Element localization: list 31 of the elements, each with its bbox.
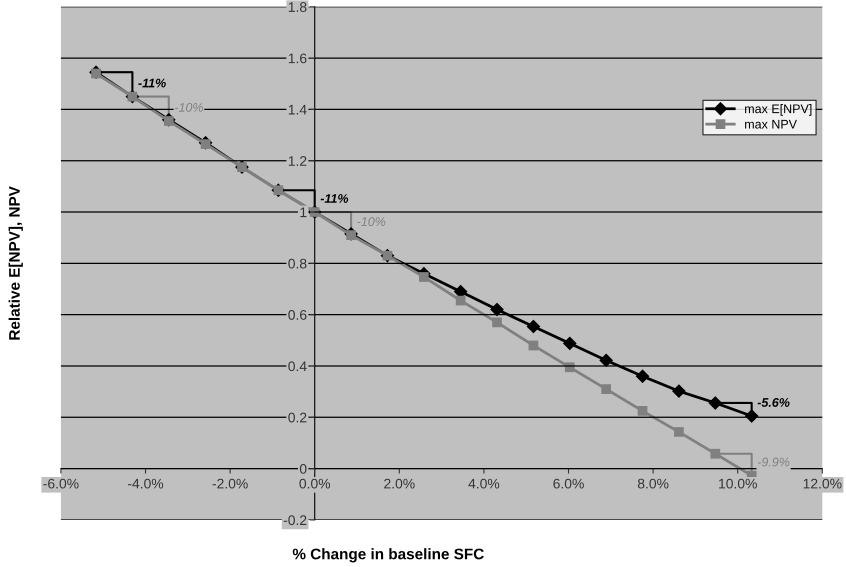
- y-tick-label: 1.6: [288, 53, 306, 64]
- annotation: -10%: [174, 102, 203, 112]
- annotation: -5.6%: [758, 398, 790, 407]
- legend-label: max E[NPV]: [745, 104, 812, 116]
- annotation: -11%: [320, 194, 348, 203]
- x-tick-label: 4.0%: [468, 478, 500, 489]
- annotation: -9.9%: [758, 458, 790, 466]
- legend-label: max NPV: [745, 120, 797, 129]
- x-tick-label: -6.0%: [43, 478, 79, 489]
- x-tick-label: 8.0%: [638, 478, 668, 489]
- x-tick-label: 6.0%: [553, 478, 584, 489]
- y-axis-title: Relative E[NPV], NPV: [8, 186, 23, 340]
- annotation: -10%: [357, 217, 386, 226]
- y-tick-label: 1: [300, 208, 306, 218]
- annotation: -11%: [138, 78, 166, 88]
- y-tick-label: 0.8: [288, 258, 306, 269]
- x-tick-label: 2.0%: [384, 478, 415, 489]
- y-tick-label: 1.2: [288, 156, 306, 166]
- x-tick-label: -2.0%: [212, 478, 248, 489]
- y-tick-label: 0.6: [288, 310, 306, 320]
- x-tick-label: 10.0%: [719, 478, 757, 489]
- y-tick-label: -0.2: [284, 515, 306, 526]
- y-tick-label: 1.4: [288, 104, 307, 114]
- y-tick-label: 0.2: [288, 412, 306, 422]
- x-tick-label: 0.0%: [299, 478, 330, 489]
- y-tick-label: 0: [300, 464, 307, 474]
- x-tick-label: -4.0%: [128, 478, 164, 489]
- x-axis-title: % Change in baseline SFC: [292, 548, 484, 562]
- y-tick-label: 1.8: [288, 2, 306, 12]
- x-tick-label: 12.0%: [804, 478, 842, 489]
- y-tick-label: 0.4: [288, 361, 307, 372]
